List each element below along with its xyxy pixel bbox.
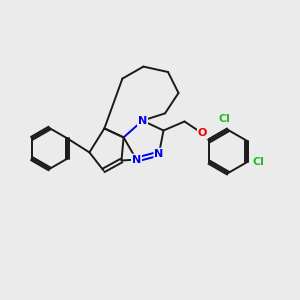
- Text: O: O: [198, 128, 207, 139]
- Text: Cl: Cl: [218, 113, 230, 124]
- Text: N: N: [154, 148, 164, 159]
- Text: Cl: Cl: [252, 157, 264, 167]
- Text: N: N: [132, 154, 141, 165]
- Text: N: N: [138, 116, 147, 126]
